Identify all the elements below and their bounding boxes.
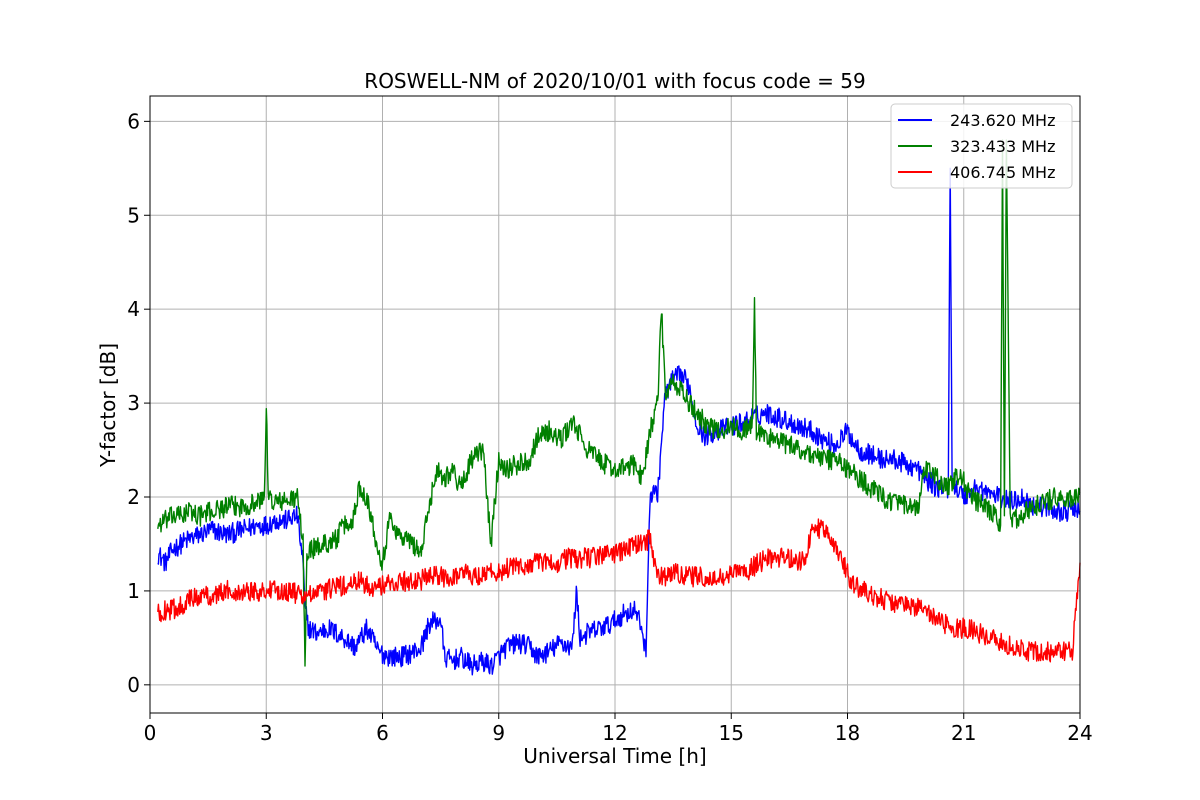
y-tick-label: 0	[127, 673, 140, 697]
legend-entry-label: 406.745 MHz	[950, 163, 1055, 182]
x-tick-label: 9	[492, 721, 505, 745]
series-line-1	[157, 167, 1081, 676]
y-tick-label: 4	[127, 297, 140, 321]
y-axis: 0 1 2 3 4 5 6	[127, 109, 150, 697]
y-tick-label: 3	[127, 391, 140, 415]
chart-title: ROSWELL-NM of 2020/10/01 with focus code…	[364, 69, 865, 93]
x-axis: 0 3 6 9 12 15 18 21 24	[144, 713, 1093, 745]
x-tick-label: 24	[1067, 721, 1092, 745]
y-tick-label: 6	[127, 109, 140, 133]
x-tick-label: 0	[144, 721, 157, 745]
series-line-2	[157, 139, 1081, 667]
legend-entry-label: 243.620 MHz	[950, 111, 1055, 130]
series-line-3	[157, 518, 1081, 663]
x-tick-label: 18	[835, 721, 860, 745]
x-tick-label: 3	[260, 721, 273, 745]
x-tick-label: 21	[951, 721, 976, 745]
x-tick-label: 6	[376, 721, 389, 745]
x-tick-label: 15	[719, 721, 744, 745]
series-layer	[157, 139, 1081, 676]
legend-entry-label: 323.433 MHz	[950, 137, 1055, 156]
y-tick-label: 1	[127, 579, 140, 603]
x-tick-label: 12	[602, 721, 627, 745]
y-tick-label: 2	[127, 485, 140, 509]
legend-box	[890, 103, 1073, 189]
x-axis-label: Universal Time [h]	[523, 744, 706, 768]
y-axis-label: Y-factor [dB]	[96, 343, 120, 468]
legend: 243.620 MHz 323.433 MHz 406.745 MHz	[890, 103, 1073, 189]
y-tick-label: 5	[127, 203, 140, 227]
